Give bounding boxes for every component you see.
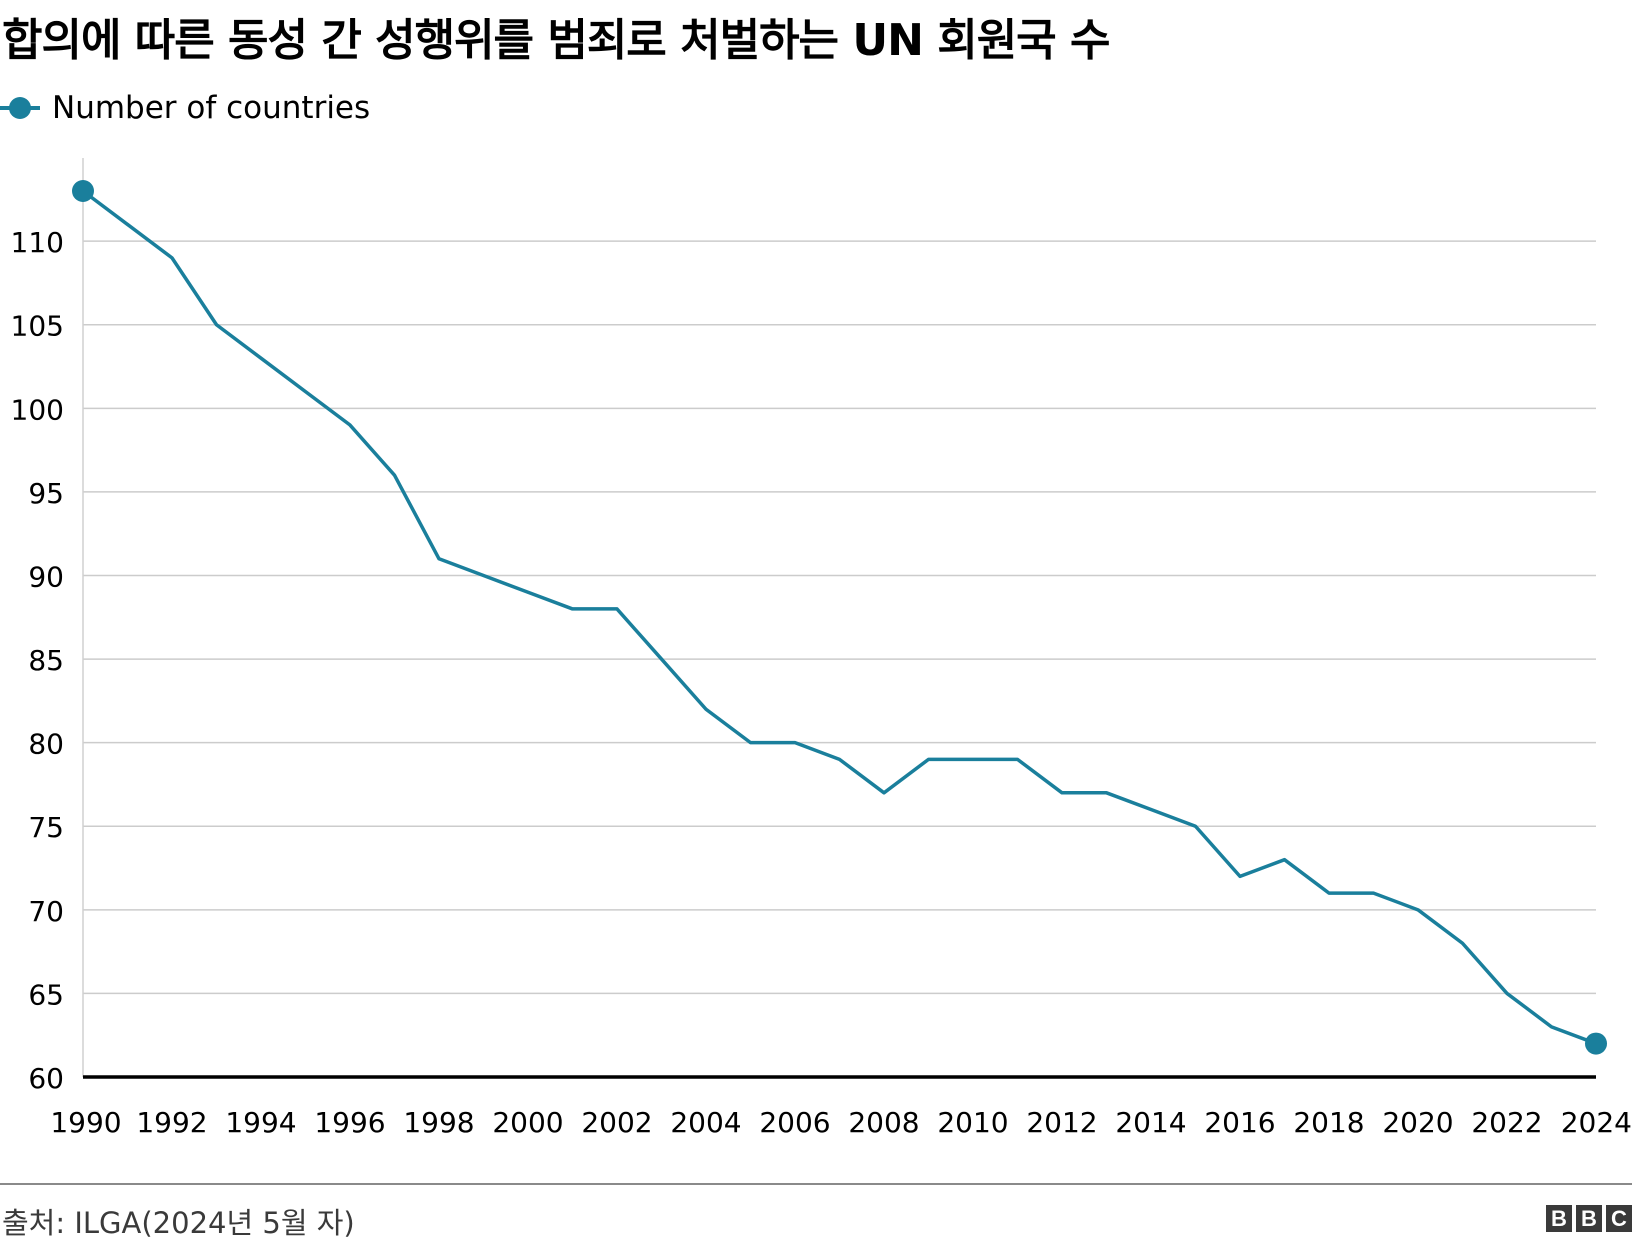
logo-letter: B xyxy=(1576,1205,1602,1232)
y-tick-label: 105 xyxy=(11,310,64,343)
endpoint-marker xyxy=(72,180,94,202)
x-tick-label: 2020 xyxy=(1382,1106,1453,1139)
series-line xyxy=(81,189,1598,1046)
y-tick-label: 70 xyxy=(28,895,64,928)
x-tick-label: 2006 xyxy=(759,1106,830,1139)
x-tick-label: 1996 xyxy=(314,1106,385,1139)
source-note: 출처: ILGA(2024년 5월 자) xyxy=(2,1206,355,1240)
y-tick-label: 95 xyxy=(28,477,64,510)
line-chart: 60 65 70 75 80 85 90 95 100 105 110 1990 1992 1994 199… xyxy=(11,158,1632,1139)
x-tick-label: 1992 xyxy=(136,1106,207,1139)
y-tick-label: 65 xyxy=(28,978,64,1011)
y-tick-label: 90 xyxy=(28,560,64,593)
legend-swatch-icon xyxy=(0,97,40,119)
y-tick-label: 80 xyxy=(28,728,64,761)
y-tick-label: 85 xyxy=(28,644,64,677)
footer-divider xyxy=(0,1183,1632,1185)
x-tick-label: 1998 xyxy=(403,1106,474,1139)
y-tick-label: 60 xyxy=(28,1062,64,1095)
logo-letter: C xyxy=(1606,1205,1632,1232)
x-tick-label: 1990 xyxy=(50,1106,121,1139)
x-tick-label: 2010 xyxy=(937,1106,1008,1139)
logo-letter: B xyxy=(1546,1205,1572,1232)
bbc-logo: B B C xyxy=(1546,1205,1632,1232)
y-tick-label: 75 xyxy=(28,811,64,844)
x-tick-label: 2000 xyxy=(492,1106,563,1139)
x-tick-label: 1994 xyxy=(225,1106,296,1139)
legend-label: Number of countries xyxy=(52,90,371,126)
y-tick-label: 110 xyxy=(11,226,64,259)
endpoint-marker xyxy=(1585,1032,1607,1055)
x-tick-label: 2022 xyxy=(1471,1106,1542,1139)
x-tick-label: 2018 xyxy=(1293,1106,1364,1139)
x-tick-label: 2012 xyxy=(1026,1106,1097,1139)
x-tick-label: 2004 xyxy=(670,1106,741,1139)
chart-title: 합의에 따른 동성 간 성행위를 범죄로 처벌하는 UN 회원국 수 xyxy=(2,15,1110,66)
y-tick-label: 100 xyxy=(11,393,64,426)
legend: Number of countries xyxy=(0,88,370,128)
x-tick-label: 2008 xyxy=(848,1106,919,1139)
x-tick-label: 2024 xyxy=(1561,1106,1632,1139)
x-tick-label: 2014 xyxy=(1115,1106,1186,1139)
x-tick-label: 2002 xyxy=(581,1106,652,1139)
x-tick-label: 2016 xyxy=(1204,1106,1275,1139)
